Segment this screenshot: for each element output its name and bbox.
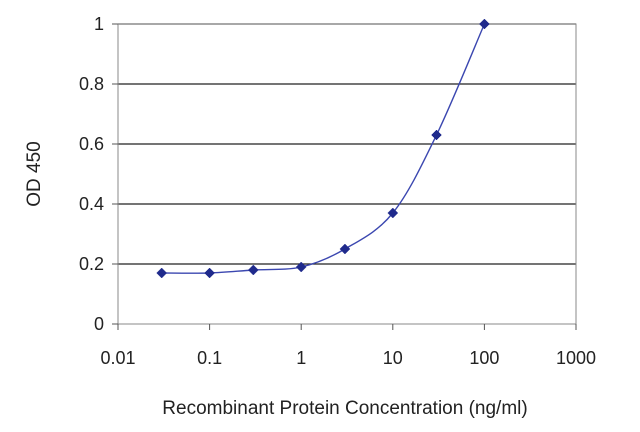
fit-curve-0 [161, 23, 486, 274]
data-point-4 [339, 243, 351, 255]
x-tick-label-0: 0.01 [100, 348, 135, 368]
x-axis: 0.01 0.1 1 10 100 1000 [100, 324, 596, 368]
x-tick-label-1: 0.1 [197, 348, 222, 368]
data-point-7 [479, 18, 490, 30]
y-tick-label-3: 0.6 [79, 134, 104, 154]
y-tick-label-4: 0.8 [79, 74, 104, 94]
y-axis-title: OD 450 [24, 141, 45, 206]
x-tick-label-3: 10 [383, 348, 403, 368]
y-tick-label-2: 0.4 [79, 194, 104, 214]
data-point-1 [204, 267, 215, 279]
data-series [156, 18, 490, 279]
plot-area [117, 23, 577, 325]
x-tick-label-2: 1 [296, 348, 306, 368]
y-tick-label-0: 0 [94, 314, 104, 334]
grid-lines [118, 23, 576, 265]
x-axis-title: Recombinant Protein Concentration (ng/ml… [162, 398, 527, 419]
data-point-6 [431, 129, 442, 141]
data-point-0 [156, 267, 168, 279]
x-tick-label-4: 100 [469, 348, 499, 368]
y-tick-label-5: 1 [94, 14, 104, 34]
data-point-3 [295, 261, 307, 273]
x-tick-label-5: 1000 [556, 348, 596, 368]
data-point-2 [247, 264, 259, 276]
y-axis: 0 0.2 0.4 0.6 0.8 1 [79, 14, 118, 334]
y-tick-label-1: 0.2 [79, 254, 104, 274]
data-point-5 [387, 207, 399, 219]
